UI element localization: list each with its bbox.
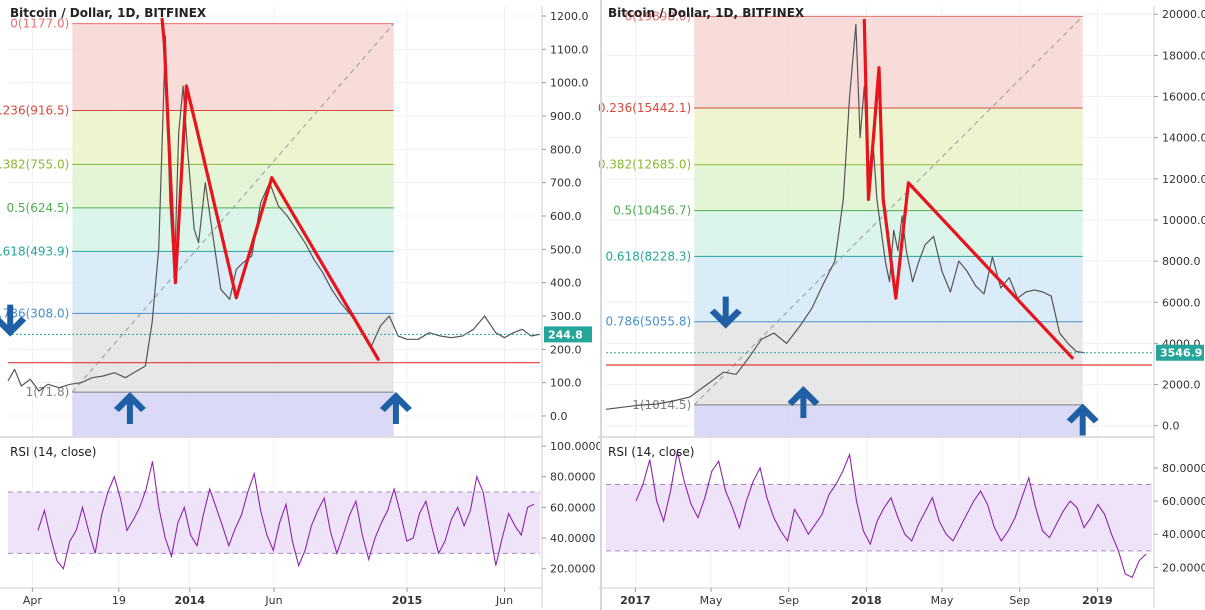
rsi-series-line (37, 461, 535, 570)
fib-level-label: 0.618(493.9) (0, 244, 69, 258)
chart-panel-2: 0(19898.0) 0.236(15442.1) 0.382(12685.0) 0.… (598, 6, 1205, 608)
time-tick-label: Jun (495, 594, 513, 607)
chart-title: Bitcoin / Dollar, 1D, BITFINEX (10, 6, 207, 20)
price-tick-label: 1000.0 (550, 77, 589, 90)
last-price-value: 244.8 (548, 328, 583, 341)
price-tick-label: 18000.0 (1162, 49, 1205, 62)
rsi-tick-label: 40.0000 (550, 532, 596, 545)
rsi-tick-label: 60.0000 (1162, 495, 1205, 508)
price-tick-label: 1200.0 (550, 10, 589, 23)
arrow-down-icon (709, 296, 742, 329)
fib-level-label: 0.236(15442.1) (598, 101, 691, 115)
price-tick-label: 200.0 (550, 343, 582, 356)
fib-band (72, 392, 394, 436)
fib-level-label: 0.382(12685.0) (598, 158, 691, 172)
time-tick-label: Apr (23, 594, 43, 607)
fib-band (694, 164, 1083, 211)
price-tick-label: 12000.0 (1162, 173, 1205, 186)
chart-panel-1: 0(1177.0) 0.236(916.5) 0.382(755.0) 0.5(624… (0, 6, 603, 608)
rsi-band (8, 492, 540, 554)
price-tick-label: 8000.0 (1162, 255, 1201, 268)
price-tick-label: 2000.0 (1162, 379, 1201, 392)
price-tick-label: 500.0 (550, 243, 582, 256)
rsi-tick-label: 20.0000 (1162, 561, 1205, 574)
last-price-badge (1156, 344, 1204, 361)
price-tick-label: 100.0 (550, 377, 582, 390)
fib-level-label: 0.236(916.5) (0, 104, 69, 118)
last-price-badge (544, 326, 592, 343)
time-tick-label: 2017 (620, 594, 651, 607)
fib-level-label: 0.5(624.5) (6, 201, 69, 215)
fib-level-label: 0.382(755.0) (0, 157, 69, 171)
fib-band (72, 110, 394, 165)
price-tick-label: 0.0 (550, 410, 568, 423)
fib-level-label: 0.786(308.0) (0, 306, 69, 320)
red-trend-path (160, 17, 380, 361)
price-tick-label: 16000.0 (1162, 91, 1205, 104)
price-tick-label: 14000.0 (1162, 132, 1205, 145)
fib-band (694, 404, 1083, 436)
fib-band (72, 313, 394, 393)
price-tick-label: 1100.0 (550, 43, 589, 56)
rsi-tick-label: 80.0000 (550, 471, 596, 484)
time-tick-label: 2018 (851, 594, 882, 607)
arrow-up-icon (1066, 403, 1099, 436)
price-tick-label: 400.0 (550, 277, 582, 290)
price-tick-label: 20000.0 (1162, 8, 1205, 21)
time-tick-label: May (931, 594, 954, 607)
time-tick-label: 2014 (174, 594, 205, 607)
price-series-line (605, 23, 1085, 410)
price-tick-label: 700.0 (550, 177, 582, 190)
fib-level-label: 1(1014.5) (632, 398, 691, 412)
fib-level-label: 0.786(5055.8) (605, 315, 691, 329)
fib-trend-diagonal (693, 15, 1084, 406)
red-trend-path (862, 18, 1074, 360)
fib-band (694, 321, 1083, 405)
rsi-tick-label: 40.0000 (1162, 528, 1205, 541)
rsi-tick-label: 100.0000 (550, 440, 603, 453)
time-tick-label: Jun (264, 594, 282, 607)
price-tick-label: 300.0 (550, 310, 582, 323)
fib-band (694, 108, 1083, 165)
fib-band (72, 23, 394, 111)
price-tick-label: 600.0 (550, 210, 582, 223)
rsi-label: RSI (14, close) (608, 445, 694, 459)
fib-band (72, 164, 394, 208)
time-tick-label: May (700, 594, 723, 607)
price-tick-label: 6000.0 (1162, 296, 1201, 309)
time-tick-label: Sep (1009, 594, 1030, 607)
price-tick-label: 0.0 (1162, 420, 1180, 433)
arrow-up-icon (113, 392, 146, 424)
price-tick-label: 10000.0 (1162, 214, 1205, 227)
time-tick-label: Sep (778, 594, 799, 607)
fib-trend-diagonal (71, 23, 395, 393)
fib-band (694, 256, 1083, 322)
fib-level-label: 0.618(8228.3) (605, 249, 691, 263)
rsi-tick-label: 80.0000 (1162, 462, 1205, 475)
arrow-up-icon (787, 385, 820, 418)
last-price-value: 3546.9 (1160, 347, 1202, 360)
fib-band (72, 207, 394, 252)
fib-retracement: 0(19898.0) 0.236(15442.1) 0.382(12685.0) 0.… (598, 9, 1084, 436)
fib-retracement: 0(1177.0) 0.236(916.5) 0.382(755.0) 0.5(624… (0, 17, 395, 436)
time-tick-label: 2015 (392, 594, 423, 607)
rsi-tick-label: 60.0000 (550, 501, 596, 514)
arrow-down-icon (0, 304, 27, 337)
price-tick-label: 800.0 (550, 143, 582, 156)
rsi-tick-label: 20.0000 (550, 563, 596, 576)
chart-title: Bitcoin / Dollar, 1D, BITFINEX (608, 6, 805, 20)
fib-band (694, 16, 1083, 109)
arrow-up-icon (379, 392, 412, 424)
fib-level-label: 0(19898.0) (625, 9, 692, 23)
rsi-series-line (635, 451, 1147, 579)
rsi-label: RSI (14, close) (10, 445, 96, 459)
time-tick-label: 19 (112, 594, 126, 607)
time-tick-label: 2019 (1082, 594, 1113, 607)
fib-level-label: 0.5(10456.7) (613, 204, 691, 218)
fib-level-label: 0(1177.0) (10, 17, 69, 31)
price-tick-label: 900.0 (550, 110, 582, 123)
